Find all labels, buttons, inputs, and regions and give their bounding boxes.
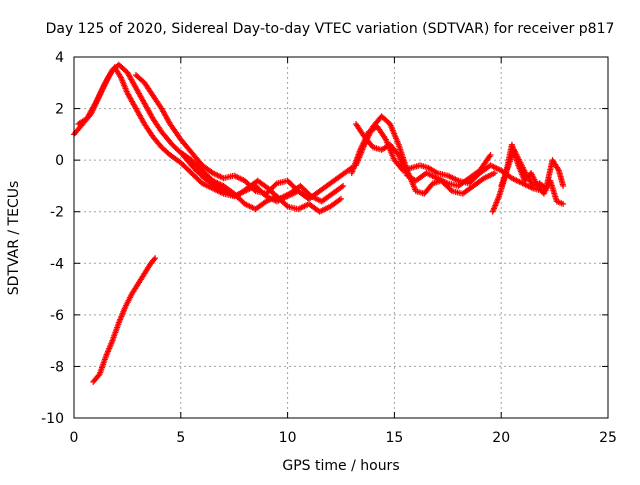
- x-tick-label: 15: [385, 430, 403, 446]
- y-tick-label: 4: [55, 50, 64, 66]
- y-tick-label: -8: [50, 359, 64, 375]
- x-axis-label: GPS time / hours: [282, 458, 399, 474]
- data-point: [560, 200, 567, 207]
- y-tick-label: 0: [55, 153, 64, 169]
- data-point: [560, 182, 567, 189]
- y-tick-label: 2: [55, 102, 64, 118]
- y-tick-label: -6: [50, 308, 64, 324]
- x-tick-label: 10: [279, 430, 297, 446]
- y-tick-label: -10: [41, 411, 64, 427]
- data-point-fill: [336, 196, 343, 203]
- chart-title: Day 125 of 2020, Sidereal Day-to-day VTE…: [46, 21, 615, 37]
- data-point: [491, 170, 498, 177]
- x-tick-label: 0: [70, 430, 79, 446]
- x-tick-label: 25: [599, 430, 617, 446]
- plot-frame: [73, 56, 609, 419]
- data-point: [152, 255, 159, 262]
- axis-ticks: 0 5 10 15 20 25 -10 -8 -6 -4 -2 0 2 4: [41, 50, 617, 446]
- data-point-fill: [151, 256, 158, 263]
- x-tick-label: 20: [492, 430, 510, 446]
- data-point: [338, 195, 344, 202]
- y-tick-label: -2: [50, 205, 64, 221]
- grid-lines: [74, 57, 608, 418]
- y-axis-label: SDTVAR / TECUs: [6, 181, 22, 296]
- x-tick-label: 5: [176, 430, 185, 446]
- y-tick-label: -4: [50, 256, 64, 272]
- data-point: [487, 151, 494, 158]
- data-point: [340, 182, 347, 189]
- data-point-fill: [338, 183, 345, 190]
- data-points: [71, 61, 567, 385]
